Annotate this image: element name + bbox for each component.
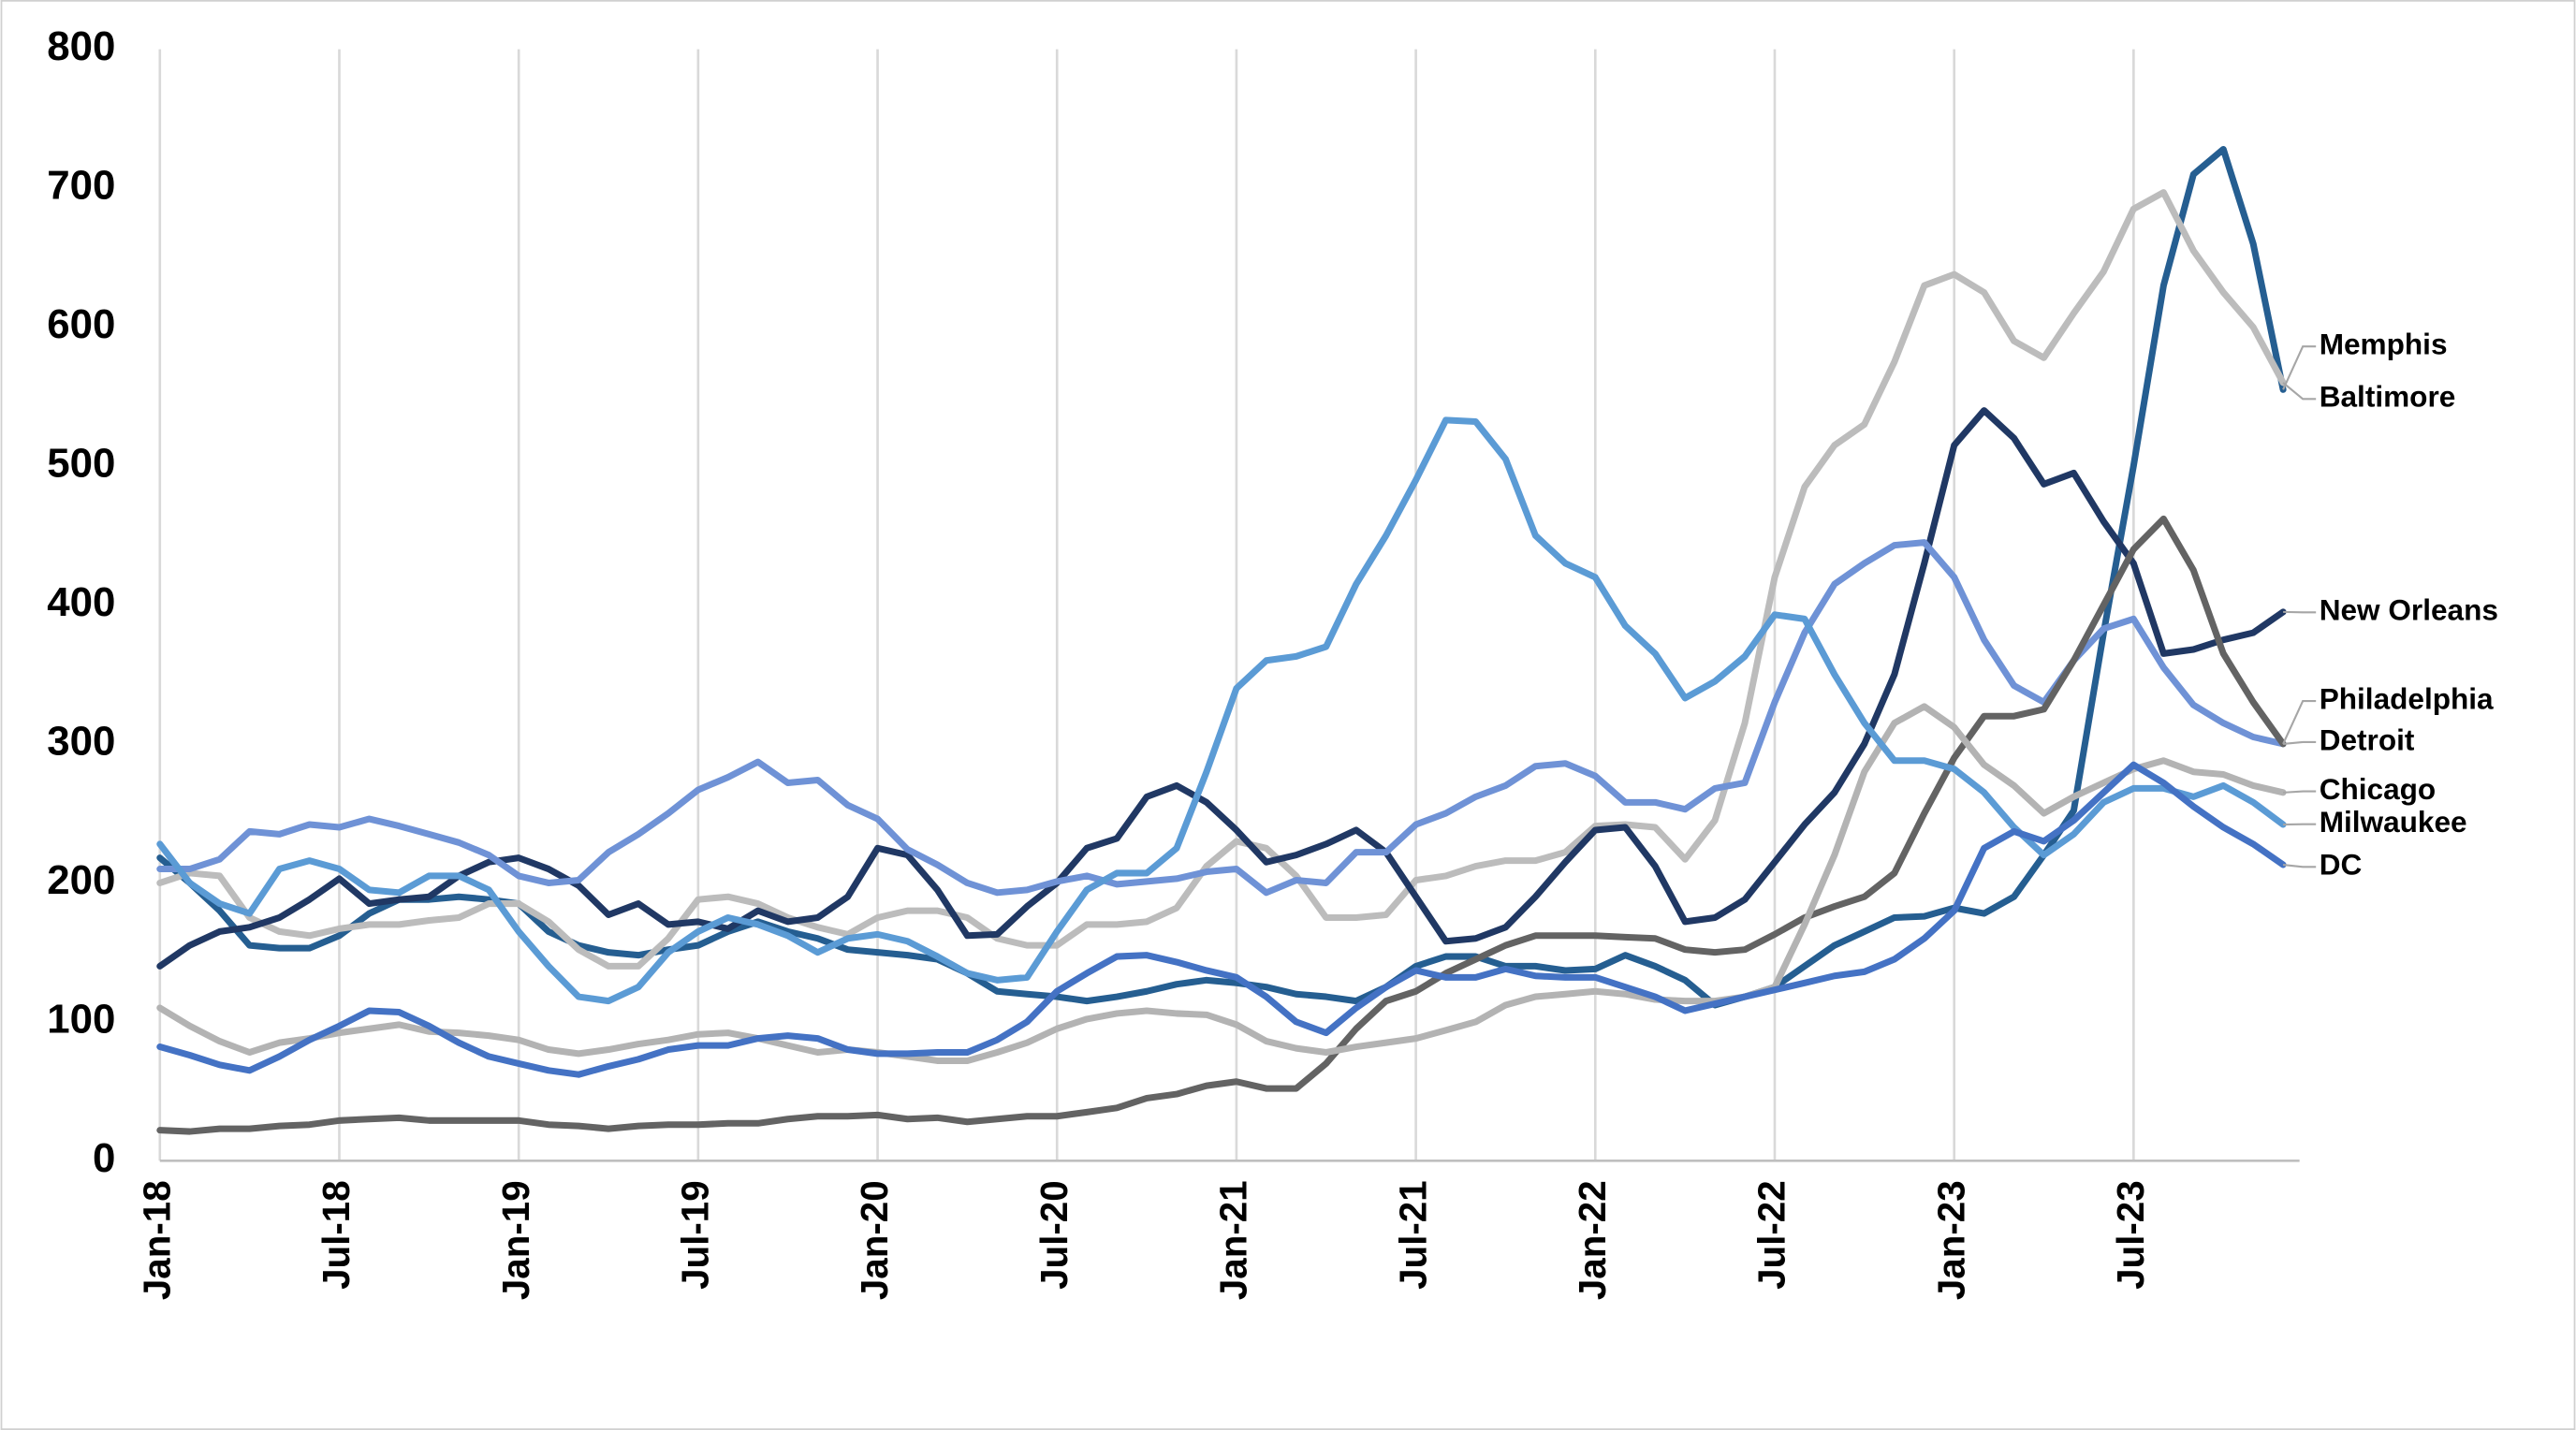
x-tick-label: Jul-19 <box>674 1180 717 1290</box>
x-tick-label: Jan-22 <box>1571 1180 1614 1300</box>
y-tick-label: 700 <box>47 163 115 209</box>
x-tick-label: Jan-20 <box>853 1180 896 1300</box>
x-tick-label: Jan-21 <box>1212 1180 1255 1300</box>
x-tick-label: Jan-23 <box>1929 1180 1972 1300</box>
x-tick-label: Jan-18 <box>135 1180 178 1300</box>
series-line <box>156 416 2287 1005</box>
series-label: Baltimore <box>2320 380 2456 414</box>
series-line <box>156 515 2287 1135</box>
y-tick-label: 300 <box>47 718 115 764</box>
y-tick-label: 0 <box>93 1135 115 1181</box>
series-line <box>156 189 2287 970</box>
leader-line <box>2283 790 2317 794</box>
leader-line <box>2282 382 2317 401</box>
y-tick-label: 100 <box>47 996 115 1042</box>
x-tick-label: Jan-19 <box>494 1180 537 1300</box>
y-tick-label: 600 <box>47 301 115 347</box>
series-label: DC <box>2320 848 2363 882</box>
series-label: Chicago <box>2320 772 2437 806</box>
leader-line <box>2282 345 2317 390</box>
y-tick-label: 200 <box>47 857 115 903</box>
series-label: Detroit <box>2320 722 2415 756</box>
series-label: Milwaukee <box>2320 805 2467 839</box>
x-tick-label: Jul-20 <box>1032 1180 1076 1290</box>
series-label: Memphis <box>2320 328 2448 361</box>
series-line <box>156 703 2287 1064</box>
y-tick-label: 800 <box>47 23 115 69</box>
x-tick-label: Jul-22 <box>1750 1180 1793 1290</box>
x-tick-label: Jul-23 <box>2109 1180 2152 1290</box>
leader-line <box>2282 700 2317 745</box>
series-label: New Orleans <box>2320 593 2498 627</box>
leader-line <box>2282 864 2317 868</box>
y-tick-label: 400 <box>47 579 115 625</box>
series-line <box>156 761 2287 1078</box>
x-tick-label: Jul-21 <box>1391 1180 1434 1290</box>
series-line <box>156 539 2287 897</box>
leader-line <box>2283 740 2317 745</box>
series-label: Philadelphia <box>2320 681 2494 715</box>
y-tick-label: 500 <box>47 441 115 487</box>
x-tick-label: Jul-18 <box>315 1180 358 1290</box>
